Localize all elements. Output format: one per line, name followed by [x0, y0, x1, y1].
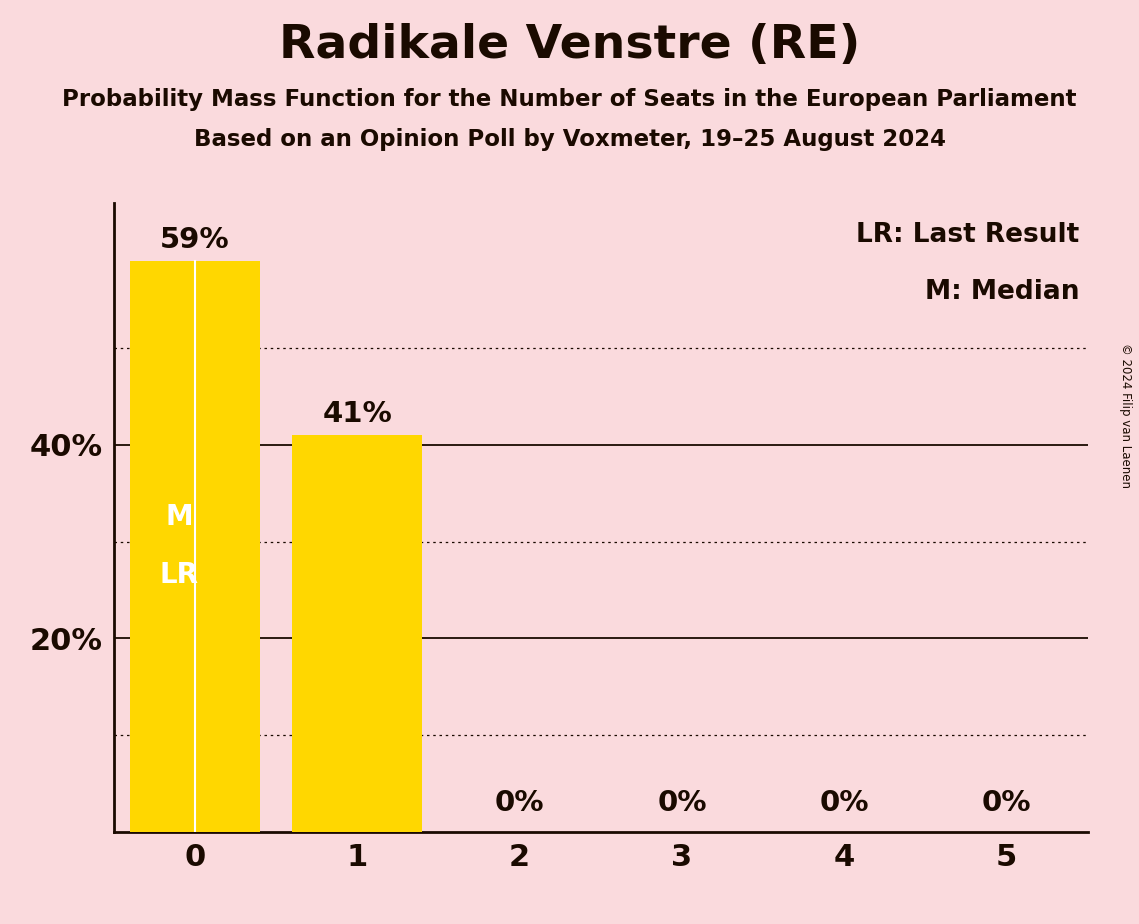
Text: 41%: 41%: [322, 399, 392, 428]
Bar: [130, 261, 260, 832]
Text: © 2024 Filip van Laenen: © 2024 Filip van Laenen: [1118, 344, 1132, 488]
Text: M: M: [165, 504, 192, 531]
Text: Probability Mass Function for the Number of Seats in the European Parliament: Probability Mass Function for the Number…: [63, 88, 1076, 111]
Text: 59%: 59%: [161, 225, 230, 253]
Text: 0%: 0%: [982, 789, 1031, 817]
Text: Radikale Venstre (RE): Radikale Venstre (RE): [279, 23, 860, 68]
Text: 0%: 0%: [495, 789, 544, 817]
Text: 0%: 0%: [820, 789, 869, 817]
Text: Based on an Opinion Poll by Voxmeter, 19–25 August 2024: Based on an Opinion Poll by Voxmeter, 19…: [194, 128, 945, 151]
Text: M: Median: M: Median: [925, 279, 1080, 305]
Text: 0%: 0%: [657, 789, 706, 817]
Text: LR: Last Result: LR: Last Result: [857, 222, 1080, 249]
Bar: [293, 435, 423, 832]
Text: LR: LR: [159, 562, 198, 590]
